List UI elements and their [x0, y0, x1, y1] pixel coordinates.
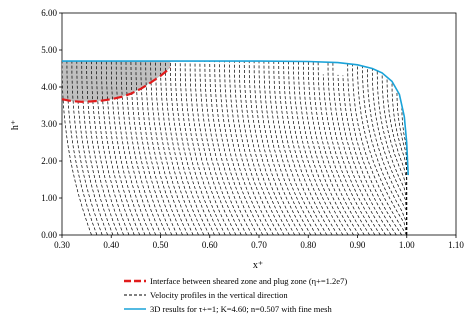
- velocity-profile-line: [302, 61, 354, 236]
- velocity-profile-line: [342, 75, 397, 236]
- velocity-profile-line: [135, 61, 173, 236]
- velocity-profile-line: [278, 61, 328, 236]
- velocity-profile-line: [110, 61, 146, 236]
- velocity-profile-line: [352, 64, 407, 236]
- velocity-profile-line: [243, 61, 290, 236]
- velocity-profile-line: [214, 61, 258, 236]
- velocity-profile-line: [224, 61, 269, 236]
- velocity-profile-line: [322, 74, 376, 236]
- y-tick-label: 4.00: [41, 82, 57, 92]
- velocity-profile-line: [96, 61, 130, 236]
- velocity-profile-line: [307, 61, 360, 236]
- velocity-profile-line: [150, 61, 189, 236]
- velocity-profile-line: [219, 61, 264, 236]
- velocity-profile-line: [273, 61, 322, 236]
- x-axis-label: x⁺: [253, 260, 263, 271]
- y-tick-label: 1.00: [41, 193, 57, 203]
- plot-frame: [61, 12, 457, 236]
- x-tick-label: 0.60: [202, 240, 218, 250]
- velocity-profile-line: [357, 64, 408, 236]
- velocity-profile-line: [140, 61, 178, 236]
- velocity-profile-line: [170, 61, 210, 236]
- velocity-profile-line: [199, 61, 242, 236]
- x-tick-label: 0.30: [54, 240, 70, 250]
- series-line-interface: [61, 66, 172, 103]
- velocity-profile-line: [288, 61, 338, 236]
- velocity-profile-line: [248, 61, 296, 236]
- y-tick-label: 6.00: [41, 8, 57, 18]
- velocity-profile-line: [179, 61, 221, 236]
- velocity-profile-line: [115, 61, 151, 236]
- velocity-profile-line: [184, 61, 226, 236]
- x-tick-label: 0.50: [153, 240, 169, 250]
- legend-label: Interface between sheared zone and plug …: [150, 276, 347, 286]
- velocity-profile-line: [371, 68, 408, 235]
- velocity-profile-line: [66, 61, 98, 236]
- velocity-profile-line: [81, 61, 114, 236]
- velocity-profile-line: [268, 61, 317, 236]
- velocity-profile-line: [130, 61, 167, 236]
- x-tick-label: 1.10: [448, 240, 464, 250]
- velocity-profile-line: [120, 61, 157, 236]
- x-tick-label: 0.40: [103, 240, 119, 250]
- legend-label: Velocity profiles in the vertical direct…: [150, 290, 288, 300]
- velocity-profile-line: [125, 61, 162, 236]
- velocity-profile-line: [204, 61, 247, 236]
- x-tick-label: 0.90: [350, 240, 366, 250]
- series-lines: [61, 60, 409, 176]
- y-tick-label: 0.00: [41, 230, 57, 240]
- tick-labels: 0.30 0.40 0.50 0.60 0.70 0.80 0.90 1.00 1.10 0.00…: [41, 8, 464, 250]
- plot-area: [61, 12, 457, 236]
- x-tick-label: 1.00: [399, 240, 415, 250]
- velocity-profile-line: [101, 61, 135, 236]
- velocity-profile-line: [76, 61, 108, 236]
- y-tick-label: 5.00: [41, 45, 57, 55]
- velocity-profile-line: [165, 61, 205, 236]
- velocity-profile-line: [209, 61, 253, 236]
- velocity-profile-line: [238, 61, 285, 236]
- velocity-profile-line: [362, 65, 408, 235]
- velocity-profile-line: [194, 61, 237, 236]
- plug-zone-area: [62, 61, 171, 102]
- axes: [59, 12, 457, 238]
- velocity-profile-line: [105, 61, 141, 236]
- velocity-profile-line: [283, 61, 333, 236]
- velocity-profile-line: [61, 61, 92, 236]
- velocity-profile-line: [327, 62, 381, 236]
- velocity-profile-line: [337, 74, 392, 236]
- velocity-profile-line: [86, 61, 119, 236]
- velocity-profile-line: [263, 61, 312, 236]
- velocity-profile-line: [332, 62, 386, 236]
- velocity-profile-line: [298, 61, 349, 236]
- legend: Interface between sheared zone and plug …: [124, 276, 347, 314]
- x-tick-label: 0.80: [300, 240, 316, 250]
- velocity-profile-line: [189, 61, 231, 236]
- x-tick-label: 0.70: [251, 240, 267, 250]
- velocity-profile-line: [160, 61, 199, 236]
- y-tick-label: 2.00: [41, 156, 57, 166]
- y-tick-label: 3.00: [41, 119, 57, 129]
- velocity-profile-line: [258, 61, 306, 236]
- velocity-profile-line: [229, 61, 274, 236]
- series-line-3d-results: [62, 60, 409, 176]
- velocity-profile-line: [367, 67, 408, 235]
- velocity-profile-line: [234, 61, 280, 236]
- velocity-profile-line: [312, 61, 365, 236]
- velocity-profiles: [61, 61, 408, 236]
- velocity-profile-line: [91, 61, 124, 236]
- velocity-profile-line: [293, 61, 344, 236]
- plug-zone-fill: [62, 61, 171, 102]
- y-axis-label: h⁺: [10, 120, 21, 130]
- velocity-profile-line: [317, 61, 370, 236]
- velocity-profile-line: [145, 61, 183, 236]
- legend-label: 3D results for τ+=1; K=4.60; n=0.507 wit…: [150, 304, 332, 314]
- velocity-profile-line: [347, 63, 402, 236]
- velocity-profile-line: [401, 105, 408, 235]
- velocity-profile-line: [155, 61, 194, 236]
- velocity-profile-line: [71, 61, 103, 236]
- velocity-profile-line: [253, 61, 301, 236]
- velocity-profile-line: [174, 61, 215, 236]
